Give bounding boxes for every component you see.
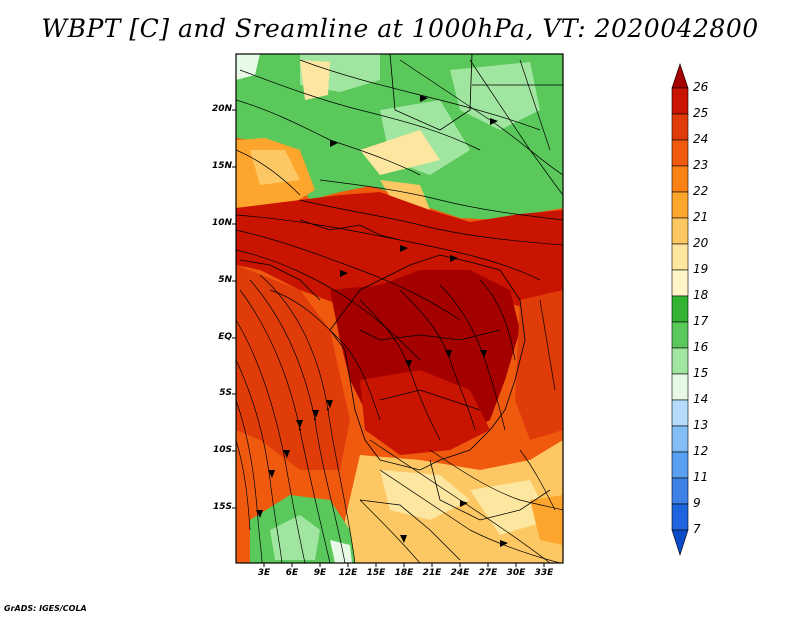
colorbar-top-triangle (671, 63, 689, 89)
colorbar-bin (671, 165, 689, 193)
colorbar-bin (671, 503, 689, 531)
lon-label-24e: 24E (450, 568, 470, 578)
colorbar-bin (671, 113, 689, 141)
colorbar-label: 14 (693, 392, 709, 406)
lat-label-eq: EQ (218, 332, 232, 342)
temperature-field (236, 54, 563, 563)
colorbar-label: 25 (693, 106, 709, 120)
lat-label-15s: 15S (212, 502, 232, 512)
lon-label-9e: 9E (313, 568, 327, 578)
colorbar-bin (671, 269, 689, 297)
colorbar-bin (671, 347, 689, 375)
lon-label-21e: 21E (422, 568, 442, 578)
map-title: WBPT [C] and Sreamline at 1000hPa, VT: 2… (41, 14, 759, 43)
lat-label-5n: 5N (218, 275, 232, 285)
lon-label-18e: 18E (394, 568, 414, 578)
lon-label-6e: 6E (285, 568, 299, 578)
colorbar-label: 20 (693, 236, 709, 250)
grads-credit: GrADS: IGES/COLA (4, 604, 87, 613)
colorbar (671, 63, 689, 556)
colorbar-bottom-triangle (671, 529, 689, 556)
colorbar-bin (671, 243, 689, 271)
colorbar-label: 13 (693, 418, 709, 432)
colorbar-bin (671, 87, 689, 115)
colorbar-bin (671, 295, 689, 323)
colorbar-bin (671, 451, 689, 479)
lon-label-15e: 15E (366, 568, 386, 578)
colorbar-label: 26 (693, 80, 709, 94)
lon-label-30e: 30E (506, 568, 526, 578)
colorbar-bin (671, 217, 689, 245)
colorbar-bin (671, 191, 689, 219)
map-frame (235, 53, 564, 564)
lat-label-5s: 5S (219, 388, 232, 398)
lat-label-10n: 10N (211, 218, 232, 228)
colorbar-label: 19 (693, 262, 709, 276)
lon-label-3e: 3E (257, 568, 271, 578)
colorbar-bin (671, 139, 689, 167)
colorbar-label: 17 (693, 314, 709, 328)
colorbar-label: 24 (693, 132, 709, 146)
colorbar-label: 9 (693, 496, 701, 510)
axis-ticks (232, 109, 545, 567)
colorbar-bin (671, 399, 689, 427)
colorbar-bin (671, 477, 689, 505)
colorbar-label: 11 (693, 470, 709, 484)
colorbar-label: 22 (693, 184, 709, 198)
colorbar-label: 16 (693, 340, 709, 354)
colorbar-label: 12 (693, 444, 709, 458)
streamline-arrows (256, 95, 508, 547)
colorbar-bin (671, 373, 689, 401)
country-boundaries (239, 54, 563, 561)
colorbar-label: 18 (693, 288, 709, 302)
colorbar-label: 7 (693, 522, 701, 536)
colorbar-label: 15 (693, 366, 709, 380)
lat-label-10s: 10S (212, 445, 232, 455)
lat-label-15n: 15N (211, 161, 232, 171)
colorbar-label: 21 (693, 210, 709, 224)
lon-label-33e: 33E (534, 568, 554, 578)
colorbar-bin (671, 321, 689, 349)
colorbar-bin (671, 425, 689, 453)
lat-label-20n: 20N (211, 104, 232, 114)
colorbar-label: 23 (693, 158, 709, 172)
lon-label-12e: 12E (338, 568, 358, 578)
lon-label-27e: 27E (478, 568, 498, 578)
